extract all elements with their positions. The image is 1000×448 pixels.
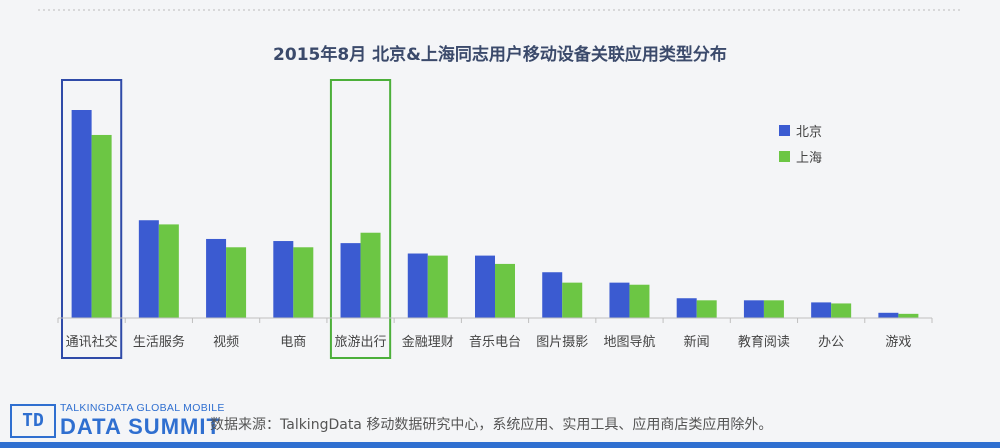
bar-shanghai-5 bbox=[427, 255, 448, 318]
bar-beijing-11 bbox=[811, 302, 832, 318]
source-note: 数据来源：TalkingData 移动数据研究中心，系统应用、实用工具、应用商店… bbox=[210, 417, 773, 433]
logo: TD TALKINGDATA GLOBAL MOBILE DATA SUMMIT bbox=[10, 400, 224, 440]
bar-shanghai-2 bbox=[226, 247, 247, 318]
x-tick-label: 金融理财 bbox=[402, 334, 454, 350]
bar-beijing-8 bbox=[609, 282, 630, 318]
legend-label-0: 北京 bbox=[796, 125, 822, 140]
bar-shanghai-12 bbox=[898, 313, 919, 318]
bar-shanghai-9 bbox=[696, 300, 717, 318]
bar-beijing-2 bbox=[206, 238, 227, 318]
bar-beijing-1 bbox=[138, 220, 159, 318]
bar-beijing-4 bbox=[340, 243, 361, 318]
logo-main-text: DATA SUMMIT bbox=[60, 414, 221, 439]
x-tick-label: 通讯社交 bbox=[66, 334, 118, 350]
highlight-box-1 bbox=[329, 79, 392, 359]
bar-beijing-0 bbox=[71, 110, 92, 318]
x-tick-label: 游戏 bbox=[885, 335, 911, 350]
bar-shanghai-8 bbox=[629, 284, 650, 318]
x-tick-label: 电商 bbox=[280, 335, 306, 350]
bar-beijing-3 bbox=[273, 241, 294, 318]
legend-swatch-0 bbox=[779, 125, 790, 136]
legend-label-1: 上海 bbox=[796, 151, 822, 166]
bar-shanghai-7 bbox=[562, 282, 583, 318]
x-tick-label: 地图导航 bbox=[603, 334, 655, 350]
bar-beijing-5 bbox=[407, 253, 428, 318]
footer-bar bbox=[0, 442, 1000, 448]
bar-beijing-7 bbox=[542, 272, 563, 318]
x-tick-label: 生活服务 bbox=[133, 334, 185, 350]
bar-shanghai-10 bbox=[763, 300, 784, 318]
bar-shanghai-1 bbox=[158, 224, 179, 318]
highlight-box-0 bbox=[61, 79, 123, 359]
x-tick-label: 新闻 bbox=[684, 334, 710, 350]
bar-beijing-9 bbox=[676, 298, 697, 318]
logo-top-text: TALKINGDATA GLOBAL MOBILE bbox=[60, 402, 225, 414]
bar-shanghai-4 bbox=[360, 232, 381, 318]
bar-shanghai-3 bbox=[293, 247, 314, 318]
x-tick-label: 图片摄影 bbox=[536, 335, 588, 350]
x-tick-label: 教育阅读 bbox=[738, 334, 790, 350]
chart: 2015年8月 北京&上海同志用户移动设备关联应用类型分布 通讯社交 生活服务 视频… bbox=[38, 9, 962, 359]
bar-beijing-12 bbox=[878, 312, 899, 318]
x-tick-label: 音乐电台 bbox=[469, 334, 521, 350]
x-tick-label: 办公 bbox=[818, 335, 844, 350]
logo-mark: TD bbox=[10, 404, 56, 438]
bar-shanghai-11 bbox=[831, 303, 852, 318]
bar-beijing-10 bbox=[743, 300, 764, 318]
x-tick-label: 旅游出行 bbox=[335, 335, 387, 350]
bar-shanghai-6 bbox=[495, 263, 515, 318]
bar-shanghai-0 bbox=[91, 134, 112, 318]
chart-title: 2015年8月 北京&上海同志用户移动设备关联应用类型分布 bbox=[273, 44, 727, 65]
bar-beijing-6 bbox=[475, 255, 495, 318]
footer: TD TALKINGDATA GLOBAL MOBILE DATA SUMMIT… bbox=[0, 398, 1000, 448]
x-tick-label: 视频 bbox=[213, 335, 239, 350]
legend-swatch-1 bbox=[779, 151, 790, 162]
